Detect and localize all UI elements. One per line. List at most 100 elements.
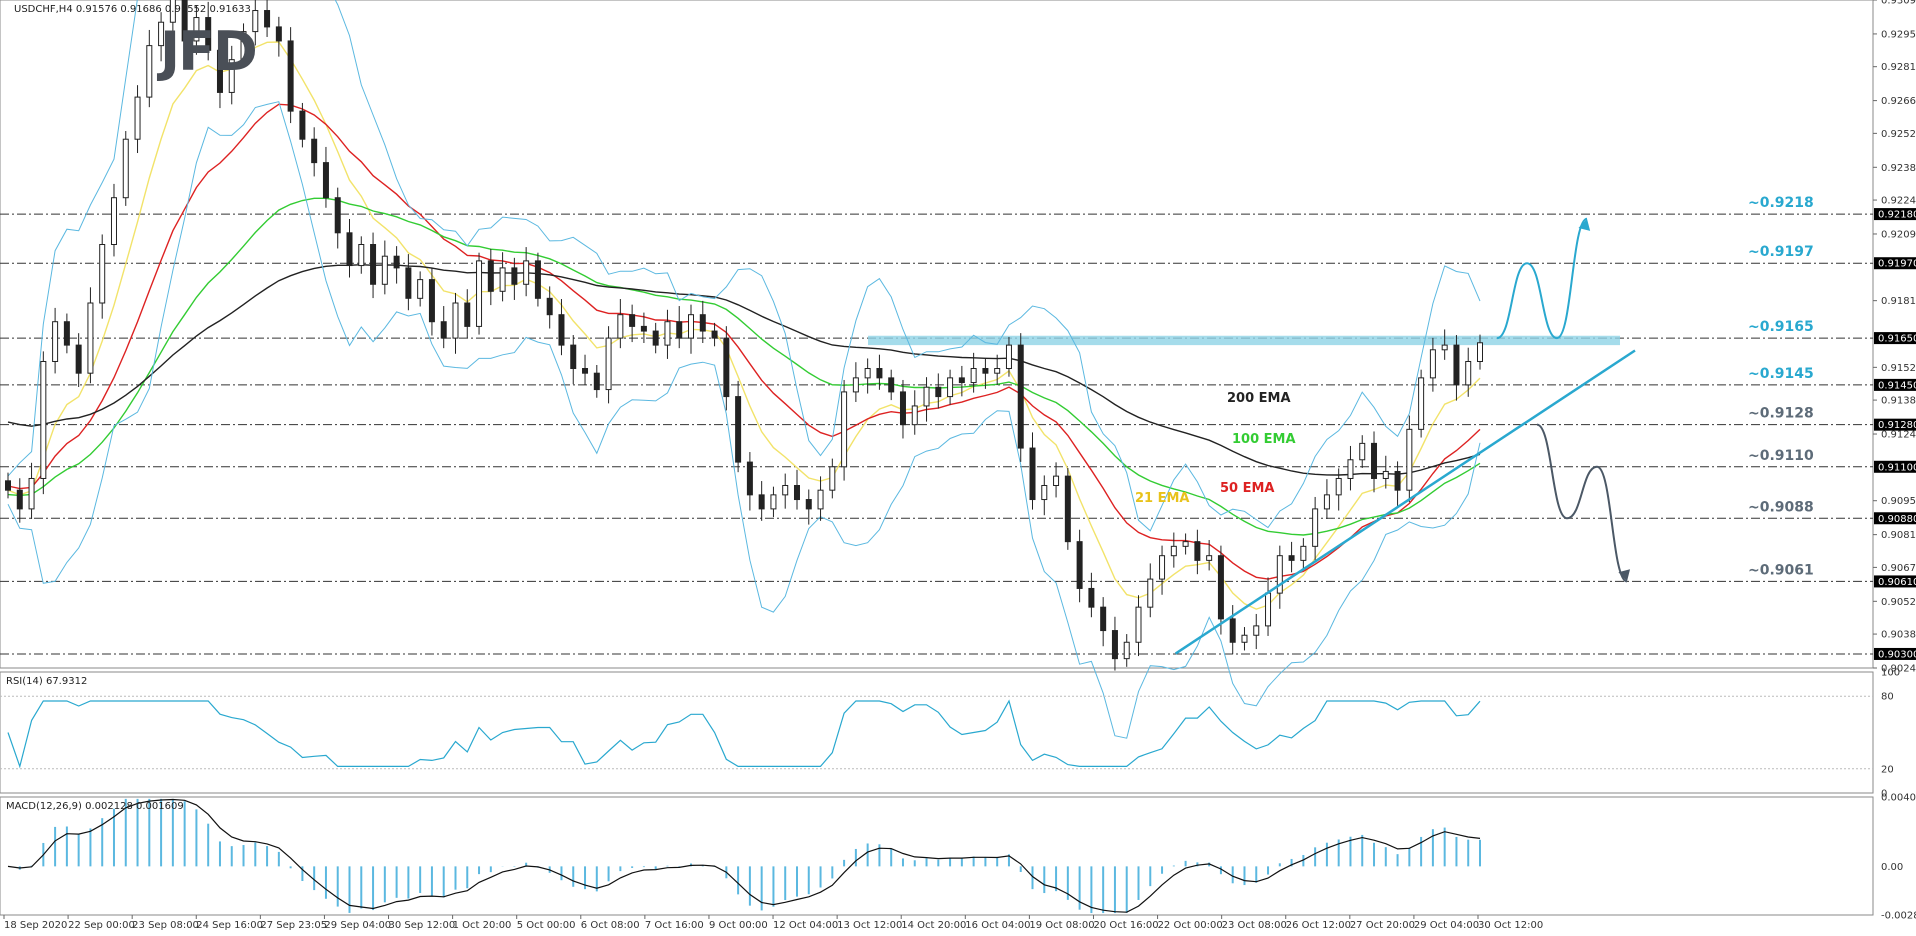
price-tick-label: 0.92665 (1881, 96, 1916, 107)
level-tag-bg (1874, 460, 1916, 473)
candle-body (417, 279, 424, 299)
level-labels: ~0.9218 ~0.9197 ~0.9165 ~0.9145 ~0.9128 ~0.91… (1748, 195, 1814, 578)
candle-body (169, 0, 176, 23)
scenario-arrows (1496, 217, 1631, 583)
level-tag-bg (1874, 332, 1916, 345)
candle-body (676, 321, 683, 339)
macd-label: MACD(12,26,9) 0.002128 0.001609 (6, 801, 184, 812)
macd-tick-label: 0.00 (1881, 862, 1903, 873)
level-label-4: ~0.9128 (1748, 406, 1814, 422)
candle-body (452, 302, 459, 339)
candle-body (688, 314, 695, 339)
candle-body (1265, 592, 1272, 627)
candle-body (1217, 555, 1224, 620)
candle-body (134, 96, 141, 140)
candle-body (393, 255, 400, 269)
candle-body (1300, 545, 1307, 561)
level-label-2: ~0.9165 (1748, 319, 1814, 335)
macd-panel-frame (0, 796, 1874, 916)
candle-body (193, 17, 200, 42)
price-tick-label: 0.91385 (1881, 396, 1916, 407)
candle-body (1453, 344, 1460, 386)
candle-body (275, 26, 282, 42)
symbol-info: USDCHF,H4 0.91576 0.91686 0.91552 0.9163… (14, 4, 251, 15)
candle-body (617, 314, 624, 339)
time-tick-label: 24 Sep 16:00 (196, 920, 263, 931)
rsi-panel-frame (0, 671, 1874, 794)
candle-body (1182, 541, 1189, 547)
candle-body (593, 372, 600, 391)
time-tick-label: 12 Oct 04:00 (773, 920, 838, 931)
candlesticks (5, 0, 1483, 671)
candle-body (947, 377, 954, 398)
candle-body (1347, 459, 1354, 479)
candle-body (829, 466, 836, 491)
candle-body (523, 260, 530, 285)
candle-body (1429, 349, 1436, 379)
candle-body (605, 337, 612, 391)
candle-body (476, 260, 483, 327)
ema-label-2: 50 EMA (1220, 481, 1275, 496)
candle-body (1465, 360, 1472, 386)
price-tick-label: 0.92525 (1881, 129, 1916, 140)
level-tag-bg (1874, 257, 1916, 270)
price-tick-label: 0.91525 (1881, 363, 1916, 374)
ema-line-100 (7, 197, 1481, 536)
candle-body (1064, 475, 1071, 543)
price-tick-label: 0.90385 (1881, 630, 1916, 641)
candle-body (1206, 555, 1213, 561)
candle-body (146, 45, 153, 98)
candle-body (911, 405, 918, 426)
price-panel-frame (0, 0, 1874, 669)
candle-body (1041, 484, 1048, 501)
macd-panel: 0.00401 0.00 -0.002812 (7, 793, 1916, 922)
level-tag-label: 0.91650 (1878, 334, 1916, 345)
candle-body (970, 368, 977, 384)
rsi-panel: 100 80 20 0 (0, 668, 1900, 800)
candle-body (1100, 606, 1107, 632)
jfd-logo: JFD (156, 20, 256, 83)
time-tick-label: 26 Oct 12:00 (1286, 920, 1351, 931)
candle-body (1170, 545, 1177, 557)
bullish-scenario-arrow (1496, 217, 1588, 340)
candle-body (758, 494, 765, 510)
candle-body (723, 337, 730, 398)
candle-body (629, 314, 636, 327)
candle-body (511, 267, 518, 285)
bearish-scenario-arrow-head (1618, 569, 1631, 582)
candle-body (299, 110, 306, 140)
candle-body (1135, 606, 1142, 643)
bollinger-lower (7, 101, 1481, 739)
candle-body (122, 138, 129, 199)
uptrend-line (1174, 349, 1636, 655)
candle-body (699, 314, 706, 332)
time-tick-label: 6 Oct 08:00 (581, 920, 640, 931)
time-tick-label: 5 Oct 00:00 (517, 920, 576, 931)
price-tick-label: 0.92095 (1881, 229, 1916, 240)
candle-body (1288, 555, 1295, 561)
bearish-scenario-arrow (1536, 423, 1628, 583)
time-tick-label: 16 Oct 04:00 (965, 920, 1030, 931)
candle-body (5, 480, 11, 491)
candle-body (63, 321, 70, 346)
time-tick-label: 27 Oct 20:00 (1350, 920, 1415, 931)
time-tick-label: 19 Oct 08:00 (1029, 920, 1094, 931)
level-tag-label: 0.90300 (1878, 649, 1916, 660)
resistance-band (868, 335, 1620, 346)
candle-body (546, 297, 553, 316)
time-tick-label: 30 Oct 12:00 (1478, 920, 1543, 931)
candle-body (899, 391, 906, 426)
ema-line-50 (7, 103, 1481, 580)
level-tag-bg (1874, 208, 1916, 221)
candle-body (440, 321, 447, 339)
candle-body (322, 162, 329, 199)
candle-body (640, 325, 647, 332)
candle-body (381, 255, 388, 285)
candle-body (1406, 428, 1413, 491)
